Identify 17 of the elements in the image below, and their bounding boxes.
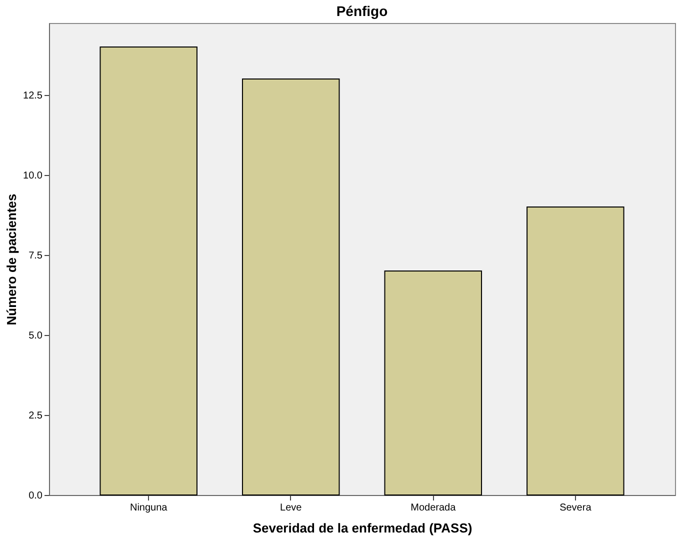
bar xyxy=(384,270,482,496)
chart-title: Pénfigo xyxy=(336,3,388,19)
y-axis-title: Número de pacientes xyxy=(4,194,20,326)
x-axis-title: Severidad de la enfermedad (PASS) xyxy=(252,520,472,536)
y-tick-label: 12.5 xyxy=(23,90,43,102)
y-tick-label: 10.0 xyxy=(23,170,43,182)
y-tick-label: 5.0 xyxy=(28,330,43,342)
x-tick-label: Leve xyxy=(280,502,302,514)
x-tick-label: Severa xyxy=(560,502,592,514)
bar xyxy=(526,206,624,496)
bar xyxy=(100,46,198,496)
bar xyxy=(242,78,340,496)
y-tick-label: 0.0 xyxy=(28,490,43,502)
y-tick-label: 7.5 xyxy=(28,250,43,262)
x-tick-label: Moderada xyxy=(410,502,456,514)
x-tick-label: Ninguna xyxy=(130,502,168,514)
y-tick-label: 2.5 xyxy=(28,410,43,422)
